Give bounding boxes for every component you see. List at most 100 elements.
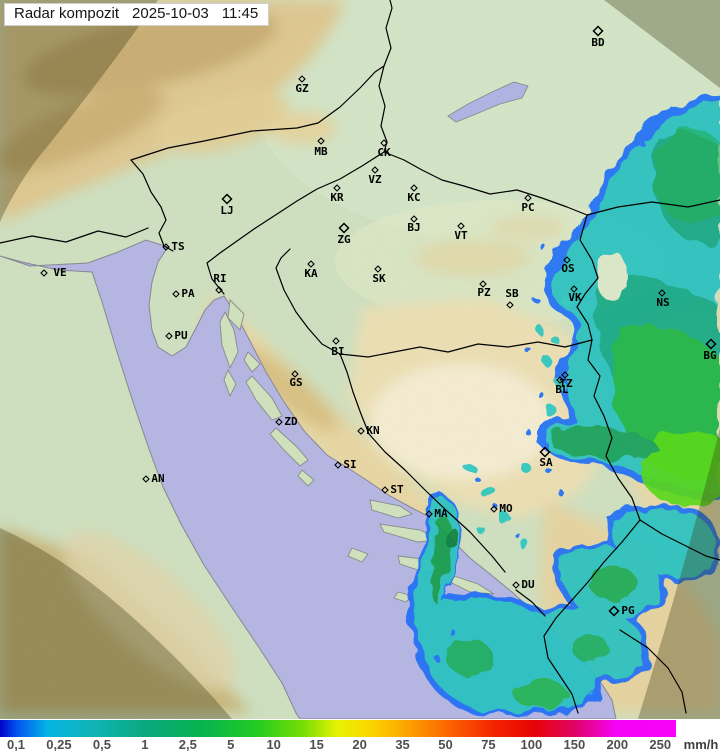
legend-value-5: 5 bbox=[227, 737, 235, 751]
station-label-LJ: LJ bbox=[220, 204, 233, 217]
station-marker-SA bbox=[539, 446, 551, 458]
station-marker-MB bbox=[317, 137, 325, 145]
islands bbox=[219, 299, 495, 603]
legend-unit: mm/h bbox=[683, 737, 719, 751]
radar-map: GZ BD MB CK VZ KR KC PC LJ BJ VT ZG TS OS VE KA SK RI PZ SB… bbox=[0, 0, 720, 719]
station-marker-CK bbox=[380, 139, 388, 147]
station-label-SB: SB bbox=[505, 287, 519, 300]
station-label-MA: MA bbox=[434, 507, 448, 520]
station-marker-LJ bbox=[221, 193, 233, 205]
station-label-KR: KR bbox=[330, 191, 344, 204]
station-label-VE: VE bbox=[53, 266, 66, 279]
station-marker-VT bbox=[457, 222, 465, 230]
station-label-SI: SI bbox=[343, 458, 356, 471]
station-label-BI: BI bbox=[331, 345, 344, 358]
station-marker-RI bbox=[215, 286, 223, 294]
station-marker-GZ bbox=[298, 75, 306, 83]
station-marker-OS bbox=[563, 256, 571, 264]
coverage-dim-overlay bbox=[0, 0, 720, 719]
station-label-GZ: GZ bbox=[295, 82, 309, 95]
station-label-MB: MB bbox=[314, 145, 328, 158]
station-marker-BG bbox=[705, 338, 717, 350]
legend-value-8: 20 bbox=[352, 737, 367, 751]
station-marker-BJ bbox=[410, 215, 418, 223]
station-marker-NS bbox=[658, 289, 666, 297]
product-name: Radar kompozit bbox=[14, 5, 120, 22]
station-marker-SB bbox=[506, 301, 514, 309]
station-marker-DU bbox=[512, 581, 520, 589]
station-label-TS: TS bbox=[171, 240, 184, 253]
station-marker-TS bbox=[162, 243, 170, 251]
legend-value-2: 0,5 bbox=[92, 737, 111, 751]
station-marker-KN bbox=[357, 427, 365, 435]
time-label: 11:45 bbox=[221, 5, 259, 22]
station-marker-AN bbox=[142, 475, 150, 483]
station-label-CK: CK bbox=[377, 146, 391, 159]
station-marker-TZ bbox=[561, 371, 569, 379]
legend-value-1: 0,25 bbox=[46, 737, 72, 751]
station-marker-MO bbox=[490, 505, 498, 513]
station-label-MO: MO bbox=[499, 502, 513, 515]
radar-echoes bbox=[408, 92, 720, 716]
station-label-AN: AN bbox=[151, 472, 164, 485]
station-marker-ZG bbox=[338, 222, 350, 234]
station-label-GS: GS bbox=[289, 376, 302, 389]
station-label-RI: RI bbox=[213, 272, 226, 285]
station-label-VK: VK bbox=[568, 291, 582, 304]
station-label-BD: BD bbox=[591, 36, 605, 49]
date-label: 2025-10-03 bbox=[132, 5, 209, 22]
station-label-OS: OS bbox=[561, 262, 574, 275]
intensity-colorbar bbox=[0, 720, 676, 737]
legend-value-11: 75 bbox=[481, 737, 496, 751]
station-marker-PZ bbox=[479, 280, 487, 288]
station-marker-SK bbox=[374, 265, 382, 273]
station-marker-ST bbox=[381, 486, 389, 494]
station-marker-VE bbox=[40, 269, 48, 277]
legend-value-6: 10 bbox=[266, 737, 281, 751]
station-label-PZ: PZ bbox=[477, 286, 491, 299]
station-marker-ZD bbox=[275, 418, 283, 426]
legend-value-4: 2,5 bbox=[178, 737, 197, 751]
legend-value-3: 1 bbox=[141, 737, 149, 751]
station-layer: GZ BD MB CK VZ KR KC PC LJ BJ VT ZG TS OS VE KA SK RI PZ SB… bbox=[40, 25, 717, 617]
station-marker-MA bbox=[425, 510, 433, 518]
station-label-BG: BG bbox=[703, 349, 717, 362]
station-label-BL: BL bbox=[555, 383, 569, 396]
station-marker-PG bbox=[608, 605, 620, 617]
station-label-KC: KC bbox=[407, 191, 420, 204]
lake-balaton bbox=[447, 81, 529, 123]
station-marker-KA bbox=[307, 260, 315, 268]
legend-value-7: 15 bbox=[309, 737, 324, 751]
station-label-NS: NS bbox=[656, 296, 669, 309]
station-marker-BD bbox=[592, 25, 604, 37]
station-label-PC: PC bbox=[521, 201, 534, 214]
station-label-VT: VT bbox=[454, 229, 468, 242]
legend-value-13: 150 bbox=[563, 737, 586, 751]
station-marker-GS bbox=[291, 370, 299, 378]
station-label-BJ: BJ bbox=[407, 221, 420, 234]
station-label-VZ: VZ bbox=[368, 173, 382, 186]
station-marker-KR bbox=[333, 184, 341, 192]
station-label-SA: SA bbox=[539, 456, 553, 469]
legend-value-14: 200 bbox=[606, 737, 629, 751]
station-label-PA: PA bbox=[181, 287, 195, 300]
station-label-KN: KN bbox=[366, 424, 379, 437]
station-marker-VZ bbox=[371, 166, 379, 174]
legend-value-12: 100 bbox=[520, 737, 543, 751]
station-marker-PC bbox=[524, 194, 532, 202]
station-label-ST: ST bbox=[390, 483, 404, 496]
country-borders bbox=[0, 0, 720, 714]
station-marker-VK bbox=[570, 285, 578, 293]
title-bar: Radar kompozit 2025-10-03 11:45 bbox=[4, 3, 270, 26]
legend-value-9: 35 bbox=[395, 737, 410, 751]
station-label-ZD: ZD bbox=[284, 415, 298, 428]
station-marker-PU bbox=[165, 332, 173, 340]
station-marker-PA bbox=[172, 290, 180, 298]
legend-value-10: 50 bbox=[438, 737, 453, 751]
station-label-DU: DU bbox=[521, 578, 535, 591]
station-marker-BL bbox=[556, 376, 564, 384]
station-marker-KC bbox=[410, 184, 418, 192]
station-marker-SI bbox=[334, 461, 342, 469]
station-label-ZG: ZG bbox=[337, 233, 351, 246]
